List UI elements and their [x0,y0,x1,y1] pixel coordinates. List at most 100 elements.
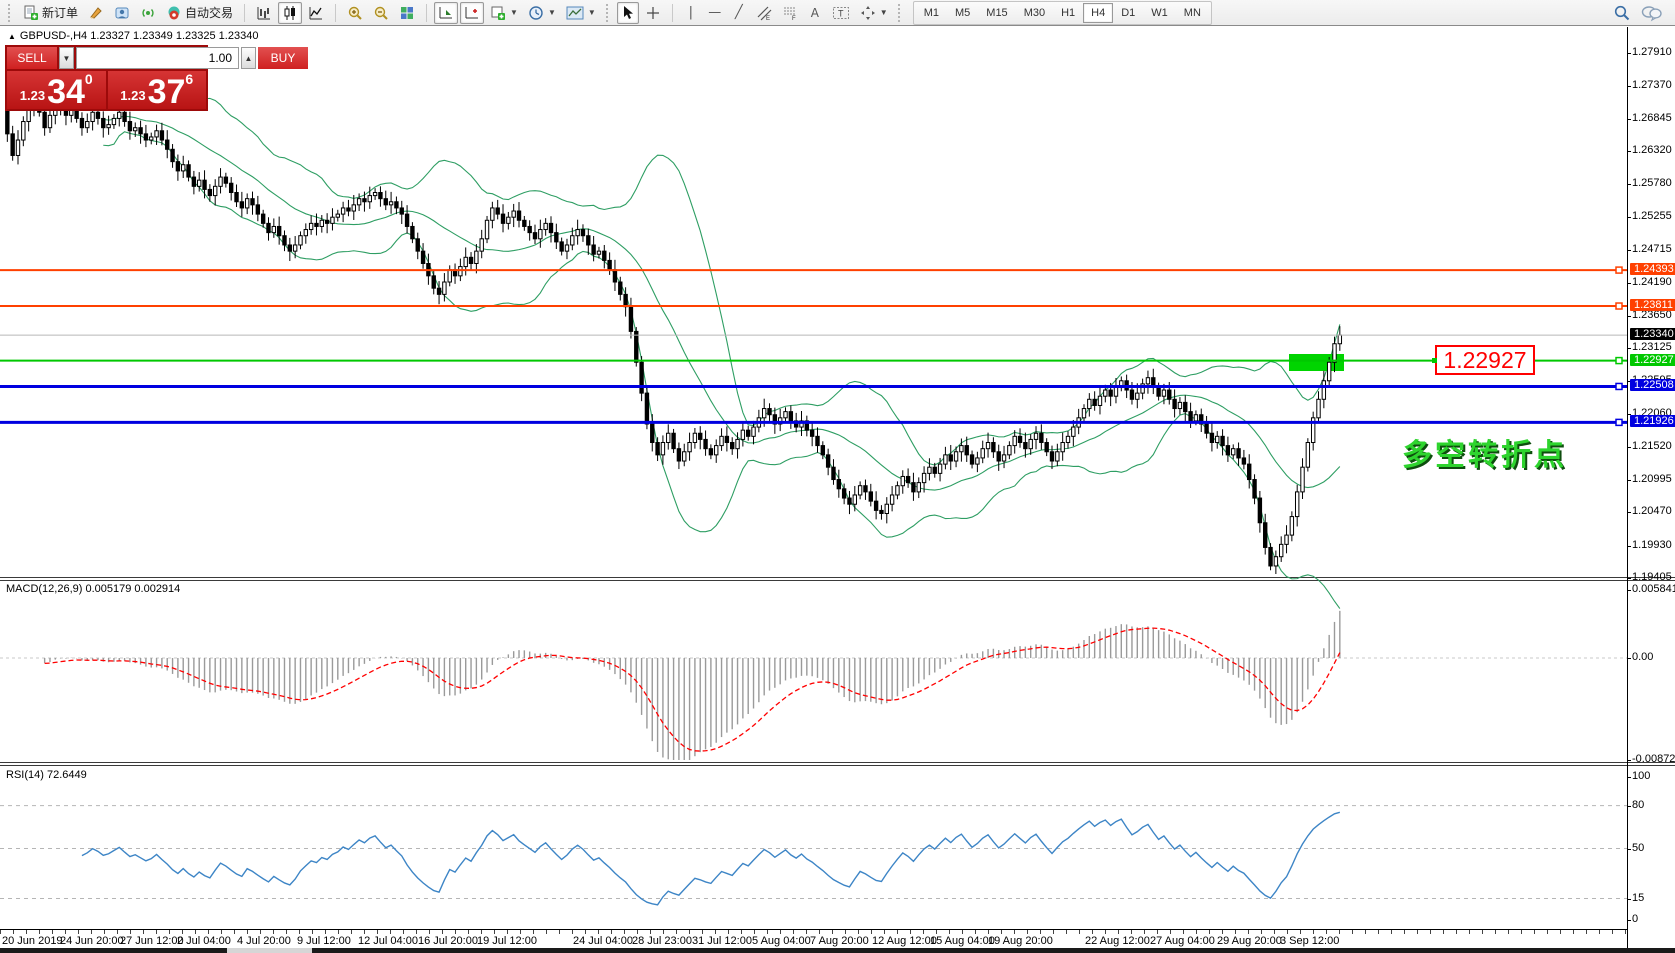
bull-candle [1310,417,1316,444]
timeframe-button-d1[interactable]: D1 [1121,6,1136,19]
level-line-handle[interactable] [1615,356,1623,365]
price-axis-label: 1.24715 [1632,243,1672,256]
bear-candle [191,176,197,187]
bull-candle [570,235,575,246]
zoom-out-button[interactable] [369,2,393,24]
volume-decrease-button[interactable]: ▼ [59,47,74,69]
time-axis-label: 5 Aug 04:00 [752,935,811,947]
remove-indicator-button[interactable] [460,1,485,24]
toolbar-grip[interactable] [605,3,611,22]
level-line-handle[interactable] [1615,266,1623,274]
toolbar-grip[interactable] [897,3,903,22]
volume-input[interactable] [76,47,239,69]
signal-button[interactable] [136,2,160,24]
template-button[interactable]: ▼ [562,2,600,24]
bear-candle [516,210,522,221]
autotrading-button[interactable]: 自动交易 [162,2,237,24]
bull-candle [953,451,959,462]
timeframe-button-mn[interactable]: MN [1183,6,1201,19]
crosshair-style-button[interactable] [84,2,108,24]
price-axis-label: 1.25255 [1632,209,1672,222]
horizontal-line-button[interactable]: — [704,2,726,24]
bear-candle [623,293,628,308]
panel-separator[interactable] [0,762,1675,766]
sell-button[interactable]: SELL [7,47,57,69]
search-icon[interactable] [1613,4,1631,22]
zoom-in-button[interactable] [343,2,367,24]
vertical-line-button[interactable]: | [680,2,702,24]
axis-tick [1627,479,1631,481]
timeframe-button-m5[interactable]: M5 [955,6,971,19]
shapes-button[interactable]: ▼ [856,2,892,24]
bull-candle [692,432,698,444]
bull-candle [1140,383,1145,394]
turning-point-annotation[interactable]: 多空转折点 [1402,439,1567,472]
crayon-icon [90,6,102,19]
cursor-button[interactable] [616,1,639,24]
timeframe-button-h1[interactable]: H1 [1061,6,1076,19]
bull-candle [884,503,889,514]
bear-candle [394,201,399,209]
bear-candle [671,432,676,450]
bull-candle [761,408,767,419]
time-axis-label: 19 Jul 12:00 [477,935,537,947]
bear-candle [362,198,367,203]
time-axis-label: 24 Jun 20:00 [60,935,124,947]
tile-windows-button[interactable] [395,2,419,24]
price-axis-label: 1.23125 [1632,341,1672,354]
horizontal-scrollbar-thumb[interactable] [227,948,312,953]
level-line-handle[interactable] [1615,418,1623,427]
crosshair-button[interactable] [641,2,665,24]
price-axis-label: 50 [1632,841,1645,854]
axis-tick [1627,86,1631,88]
timeframe-button-m30[interactable]: M30 [1023,6,1046,19]
bear-candle [399,207,404,215]
remove-indicator-icon [465,6,479,18]
volume-increase-button[interactable]: ▲ [241,47,256,69]
channel-button[interactable]: E [752,2,776,24]
bull-candle [484,219,490,240]
collapse-triangle-icon[interactable]: ▲ [8,32,16,41]
bull-candle [458,266,463,277]
text-label-button[interactable]: T [828,2,854,24]
bear-candle [730,442,735,450]
level-line-handle[interactable] [1615,382,1623,391]
level-price-callout[interactable]: 1.22927 [1432,345,1535,375]
bear-candle [911,482,916,493]
period-button[interactable]: ▼ [524,2,560,24]
bull-candle [372,192,378,197]
timeframe-button-w1[interactable]: W1 [1151,6,1168,19]
panel-separator[interactable] [0,577,1675,581]
new-order-button[interactable]: 新订单 [19,2,82,24]
sell-quote-button[interactable]: 1.23 34 0 [7,71,106,109]
timeframe-button-m15[interactable]: M15 [986,6,1008,19]
chat-icon[interactable] [1641,4,1663,22]
toolbar-grip[interactable] [8,3,13,22]
text-button[interactable]: A [804,2,826,24]
new-chart-button[interactable]: ▼ [486,2,522,24]
level-line-handle[interactable] [1615,302,1623,310]
price-axis-label: -0.008724 [1632,753,1675,765]
bar-chart-button[interactable] [252,2,276,24]
bear-candle [825,454,831,468]
candlestick-chart-button[interactable] [278,1,303,24]
vertical-line-icon: | [688,5,693,20]
bull-candle [1279,543,1284,558]
timeframe-button-m1[interactable]: M1 [923,6,939,19]
timeframe-button-h4[interactable]: H4 [1083,2,1114,23]
bear-candle [554,232,559,243]
candlestick-chart-icon [284,5,296,20]
time-axis-label: 27 Aug 04:00 [1150,935,1215,947]
indicator-window-button[interactable] [434,1,459,24]
buy-quote-button[interactable]: 1.23 37 6 [107,71,206,109]
svg-text:T: T [838,8,844,18]
profile-button[interactable] [110,2,134,24]
symbol-ohlc-text: GBPUSD-,H4 1.23327 1.23349 1.23325 1.233… [19,30,259,42]
symbol-header[interactable]: ▲ GBPUSD-,H4 1.23327 1.23349 1.23325 1.23… [8,30,258,42]
trendline-button[interactable]: ╱ [728,2,750,24]
buy-button[interactable]: BUY [258,47,308,69]
toolbar-separator [671,3,673,22]
fibonacci-button[interactable]: F [778,2,802,24]
line-chart-button[interactable] [304,2,328,24]
